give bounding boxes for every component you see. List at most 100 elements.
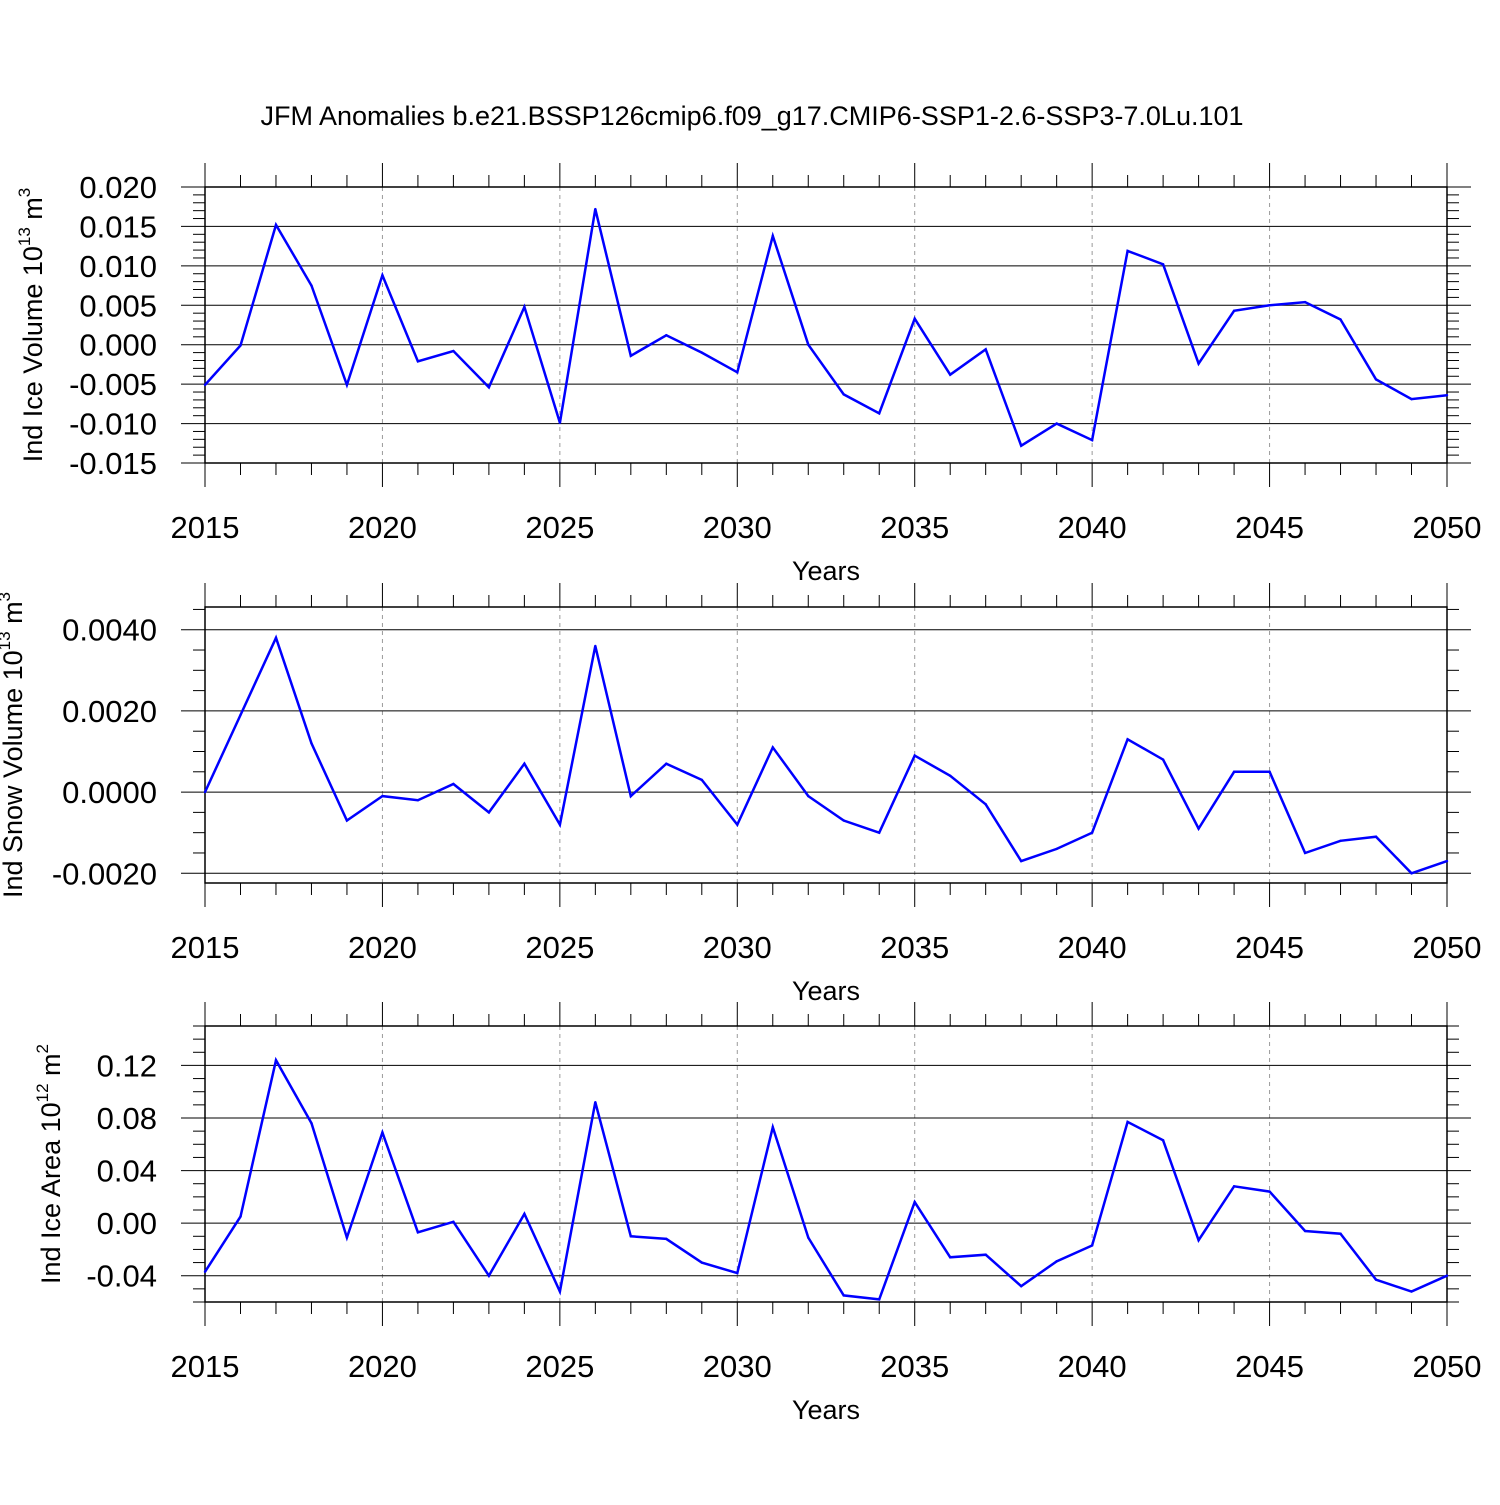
y-axis-label: Ind Ice Area 1012 m2 — [33, 1044, 66, 1284]
data-point — [665, 334, 668, 337]
data-point — [1445, 1274, 1449, 1277]
data-point — [1090, 438, 1094, 442]
plot-frame — [204, 1025, 1448, 1303]
x-tick-label: 2040 — [1058, 930, 1127, 965]
data-point — [1197, 827, 1200, 830]
x-tick-label: 2035 — [880, 1349, 949, 1384]
data-point — [310, 742, 313, 745]
data-point — [842, 1294, 845, 1297]
y-tick-label: 0.015 — [79, 209, 157, 244]
x-tick-label: 2020 — [348, 930, 417, 965]
y-axis-label-unit-exponent: 3 — [15, 188, 34, 197]
data-point — [1339, 839, 1342, 842]
data-point — [984, 1253, 987, 1256]
y-tick-label: 0.000 — [79, 328, 157, 363]
data-point — [1303, 300, 1307, 304]
data-point — [700, 351, 703, 354]
data-point — [594, 207, 597, 211]
data-point — [913, 1200, 916, 1204]
y-tick-label: -0.010 — [69, 407, 157, 442]
data-point — [807, 1236, 810, 1239]
x-tick-label: 2015 — [171, 1349, 240, 1384]
data-point — [771, 746, 774, 749]
data-point — [1019, 1285, 1023, 1288]
x-tick-label: 2045 — [1235, 510, 1304, 545]
x-tick-label: 2020 — [348, 510, 417, 545]
data-point — [239, 713, 242, 717]
data-point — [1410, 1290, 1413, 1293]
data-point — [984, 348, 987, 351]
data-point — [345, 383, 349, 387]
data-point — [452, 349, 455, 353]
data-point — [523, 762, 526, 765]
data-point — [1019, 859, 1023, 863]
data-point — [1268, 1190, 1271, 1193]
data-point — [1232, 309, 1236, 313]
x-tick-label: 2020 — [348, 1349, 417, 1384]
y-axis-label-unit: m — [18, 197, 48, 227]
data-point — [416, 1231, 420, 1234]
data-point — [1303, 851, 1307, 855]
data-point — [594, 1101, 597, 1104]
data-point — [487, 811, 491, 814]
series-line — [203, 634, 1448, 875]
x-tick-label: 2015 — [171, 510, 240, 545]
data-point — [452, 782, 455, 786]
y-axis-label-text: Ind Ice Volume 10 — [18, 246, 48, 462]
data-point — [629, 794, 633, 798]
data-point — [1090, 1244, 1094, 1247]
data-point — [949, 373, 952, 376]
data-point — [558, 1290, 562, 1293]
data-point — [1055, 422, 1058, 425]
x-tick-label: 2025 — [525, 1349, 594, 1384]
data-point — [239, 344, 242, 347]
data-point — [487, 1274, 491, 1277]
y-axis-label-exponent: 13 — [15, 227, 34, 246]
y-tick-label: -0.0020 — [52, 856, 157, 891]
data-point — [1410, 872, 1413, 875]
data-point — [736, 371, 739, 374]
data-point — [558, 823, 562, 826]
y-tick-label: 0.005 — [79, 288, 157, 323]
data-point — [1126, 738, 1129, 741]
data-point — [1197, 1239, 1200, 1242]
data-point — [274, 636, 278, 640]
data-point — [416, 799, 420, 802]
data-point — [1268, 304, 1271, 307]
data-point — [345, 819, 349, 822]
data-point — [878, 831, 881, 834]
data-point — [452, 1220, 455, 1224]
data-point — [274, 1058, 278, 1062]
data-point — [807, 794, 810, 798]
data-point — [1055, 1260, 1058, 1263]
plot-frame — [204, 606, 1448, 884]
data-point — [1232, 1185, 1236, 1188]
data-point — [736, 823, 739, 826]
y-tick-label: -0.005 — [69, 367, 157, 402]
data-point — [1055, 847, 1058, 851]
data-point — [771, 234, 774, 238]
chart-title: JFM Anomalies b.e21.BSSP126cmip6.f09_g17… — [260, 101, 1243, 131]
data-point — [949, 1256, 952, 1259]
data-point — [1161, 758, 1165, 761]
data-point — [310, 284, 313, 287]
data-point — [1374, 1278, 1378, 1281]
x-tick-label: 2035 — [880, 510, 949, 545]
y-tick-label: 0.12 — [97, 1048, 157, 1083]
x-tick-label: 2050 — [1413, 1349, 1482, 1384]
data-point — [913, 754, 916, 757]
data-point — [487, 386, 491, 389]
x-axis-label: Years — [792, 976, 860, 1006]
data-point — [558, 421, 562, 424]
data-point — [736, 1271, 739, 1275]
data-point — [381, 794, 384, 798]
plot-frame — [204, 186, 1448, 464]
y-axis-label-text: Ind Snow Volume 10 — [0, 650, 28, 898]
panel-1: 0.020 0.015 0.010 0.005 0.000 -0.005 -0.010 -0.… — [15, 163, 1481, 586]
data-point — [203, 790, 207, 794]
series-line — [203, 1056, 1448, 1301]
data-point — [381, 1131, 384, 1134]
data-point — [203, 383, 207, 387]
